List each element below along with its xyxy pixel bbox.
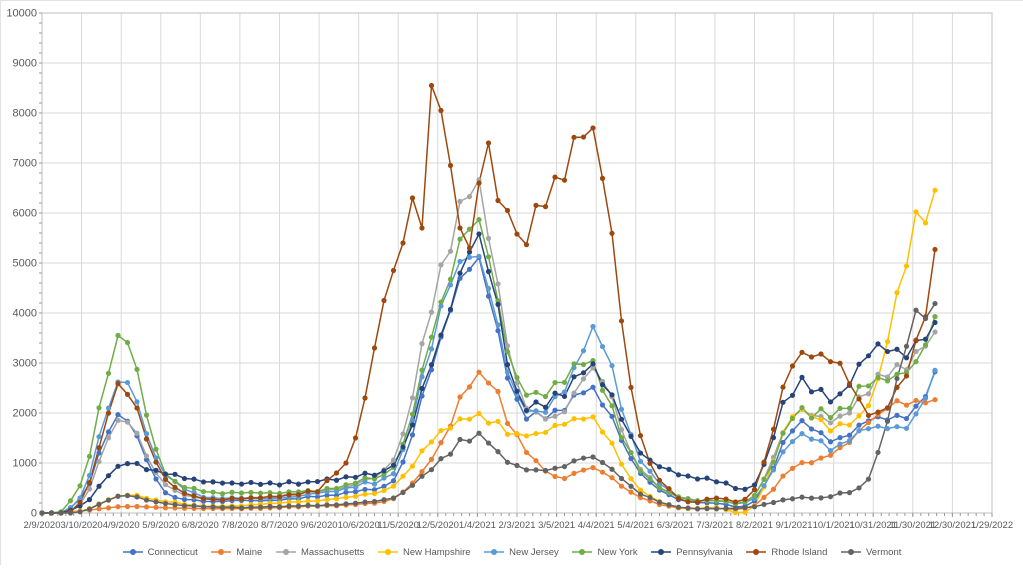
svg-text:5/4/2021: 5/4/2021	[617, 520, 654, 531]
svg-text:2000: 2000	[13, 408, 37, 420]
svg-text:4/4/2021: 4/4/2021	[578, 520, 615, 531]
svg-text:8/7/2020: 8/7/2020	[261, 520, 298, 531]
svg-text:1000: 1000	[13, 458, 37, 470]
svg-text:9/6/2020: 9/6/2020	[301, 520, 338, 531]
svg-text:7000: 7000	[13, 158, 37, 170]
svg-text:11/5/2020: 11/5/2020	[377, 520, 419, 531]
svg-text:7/3/2021: 7/3/2021	[696, 520, 733, 531]
svg-text:2/9/2020: 2/9/2020	[24, 520, 61, 531]
svg-text:4000: 4000	[13, 308, 37, 320]
svg-text:12/5/2020: 12/5/2020	[417, 520, 459, 531]
svg-text:6/3/2021: 6/3/2021	[657, 520, 694, 531]
svg-text:9/1/2021: 9/1/2021	[776, 520, 813, 531]
svg-text:3000: 3000	[13, 358, 37, 370]
svg-text:0: 0	[31, 508, 37, 520]
svg-text:8/2/2021: 8/2/2021	[736, 520, 773, 531]
svg-text:8000: 8000	[13, 108, 37, 120]
svg-text:6/8/2020: 6/8/2020	[182, 520, 219, 531]
svg-text:5000: 5000	[13, 258, 37, 270]
svg-text:12/30/2021: 12/30/2021	[929, 520, 977, 531]
svg-text:3/10/2020: 3/10/2020	[60, 520, 102, 531]
svg-text:2/3/2021: 2/3/2021	[499, 520, 536, 531]
svg-text:10000: 10000	[6, 8, 37, 20]
svg-text:6000: 6000	[13, 208, 37, 220]
svg-text:4/9/2020: 4/9/2020	[103, 520, 140, 531]
svg-text:7/8/2020: 7/8/2020	[221, 520, 258, 531]
svg-text:3/5/2021: 3/5/2021	[538, 520, 575, 531]
svg-text:1/4/2021: 1/4/2021	[459, 520, 496, 531]
svg-text:9000: 9000	[13, 58, 37, 70]
svg-text:5/9/2020: 5/9/2020	[142, 520, 179, 531]
svg-text:10/6/2020: 10/6/2020	[338, 520, 380, 531]
svg-text:1/29/2022: 1/29/2022	[971, 520, 1013, 531]
